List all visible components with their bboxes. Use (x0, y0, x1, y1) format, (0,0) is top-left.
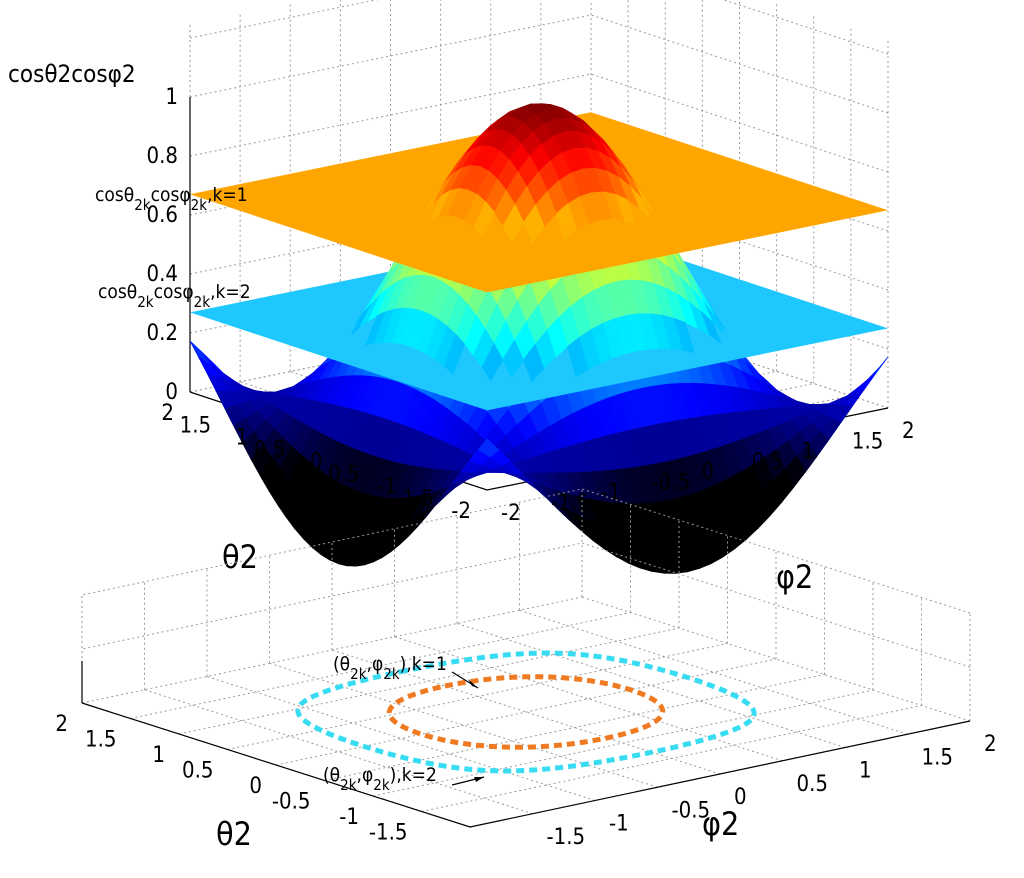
contour-y-tick-label: -1 (609, 812, 629, 837)
z-tick-label: 0.4 (147, 262, 178, 287)
contour-x-tick-label: 0 (249, 774, 262, 799)
contour-x-tick-label: -0.5 (272, 790, 311, 815)
contour-y-axis-label: φ2 (702, 805, 739, 843)
y-tick-label: -1 (601, 481, 621, 506)
contour-x-tick-label: -1.5 (369, 821, 408, 846)
contour-x-tick-label: 0.5 (182, 759, 213, 784)
x-tick-label: -2 (451, 499, 471, 524)
surface-patch (473, 201, 495, 239)
surface-tick-labels: 00.20.40.60.81-2-1.5-1-0.500.511.52-2 -1.… (147, 85, 915, 526)
grid-line (189, 0, 889, 55)
y-axis-label: φ2 (776, 558, 813, 596)
contour-x-tick-label: 1.5 (85, 728, 116, 753)
z-tick-label: 0 (165, 380, 178, 405)
surface-patch (481, 342, 504, 382)
surface-patch (523, 204, 545, 244)
contour-y-tick-label: 2 (984, 732, 997, 757)
surface-patch (555, 203, 578, 240)
surface-patch (855, 372, 877, 393)
contour-line-k1 (386, 674, 666, 750)
grid-line (178, 627, 680, 735)
y-tick-label: -2 (501, 501, 521, 526)
grid-line (189, 191, 889, 291)
z-tick-label: 0.6 (147, 203, 178, 228)
y-tick-label: 0 (702, 460, 715, 485)
contour-tick-labels: -1.5 -1 -0.5 0 0.5 1 1.5 2 -1.5 -1 -0.5 0 0.5 1 1.5 2 (55, 712, 996, 850)
contour-y-tick-label: -1.5 (547, 825, 586, 850)
surface-patch (189, 340, 211, 366)
x-tick-label: 2 (161, 401, 174, 426)
contour-y-tick-label: 0 (734, 785, 747, 810)
y-tick-label: 1 (802, 440, 815, 465)
x-tick-label: 1.5 (180, 413, 211, 438)
z-tick-label: 0.2 (147, 321, 178, 346)
surface-plot: 00.20.40.60.81-2-1.5-1-0.500.511.52-2 -1.… (8, 0, 915, 596)
x-tick-label: -1.5 (395, 487, 434, 512)
y-tick-label: 1.5 (852, 429, 883, 454)
grid-line (144, 689, 533, 815)
grid-line (81, 542, 971, 668)
z-axis-label: cosθ2cosφ2 (8, 60, 136, 88)
surface-patch (867, 356, 889, 381)
surface-patch (443, 333, 466, 375)
grid-line (275, 658, 777, 766)
contour-line-k2 (295, 650, 757, 774)
x-tick-label: 0.5 (254, 438, 285, 463)
contour-label-k2: (θ2k,φ2k),k=2 (323, 764, 437, 794)
x-tick-label: -1 (377, 475, 397, 500)
contour-x-tick-label: 1 (152, 743, 165, 768)
x-tick-label: 0 (310, 450, 323, 475)
surface-patch (477, 438, 500, 458)
contour-axis-lines (81, 702, 971, 828)
z-tick-label: 1 (165, 85, 178, 110)
surface-patch (502, 203, 525, 243)
contour-arrowhead-k2 (474, 777, 484, 782)
surface-patch (522, 343, 545, 383)
contour-plot: -1.5 -1 -0.5 0 0.5 1 1.5 2 -1.5 -1 -0.5 0 0.5 1 1.5 2 θ… (55, 488, 997, 853)
surface-patch (502, 339, 524, 378)
grid-line (189, 14, 889, 114)
grid-line (227, 643, 728, 750)
grid-line (324, 674, 825, 781)
contour-y-tick-label: 1 (859, 759, 872, 784)
contour-y-tick-label: 0.5 (797, 772, 828, 797)
contour-arrowhead-k1 (468, 679, 478, 688)
x-tick-label: 1 (236, 426, 249, 451)
x-tick-label: -0.5 (321, 462, 360, 487)
surface-patch (566, 336, 589, 378)
y-tick-label: 0.5 (752, 450, 783, 475)
grid-line (189, 73, 889, 173)
contour-curves (295, 650, 757, 774)
plane-label-k1: cosθ2kcosφ2k,k=1 (95, 184, 248, 214)
contour-y-tick-label: 1.5 (922, 745, 953, 770)
z-tick-label: 0.8 (147, 144, 178, 169)
surface-patches (189, 103, 889, 574)
contour-x-axis-label: θ2 (216, 815, 252, 853)
contour-y-tick-label: -0.5 (672, 798, 711, 823)
plane-label-k2: cosθ2kcosφ2k,k=2 (98, 281, 251, 311)
contour-x-tick-label: 2 (55, 712, 68, 737)
contour-grid (81, 488, 971, 828)
contour-x-tick-label: -1 (339, 805, 359, 830)
grid-line (456, 623, 846, 748)
x-axis-label: θ2 (222, 538, 258, 576)
contour-label-k1: (θ2k,φ2k),k=1 (333, 653, 447, 683)
y-tick-label: -1.5 (551, 491, 590, 516)
y-tick-label: 2 (902, 419, 915, 444)
grid-line (130, 612, 631, 719)
grid-line (81, 488, 971, 614)
y-tick-label: -0.5 (651, 470, 690, 495)
